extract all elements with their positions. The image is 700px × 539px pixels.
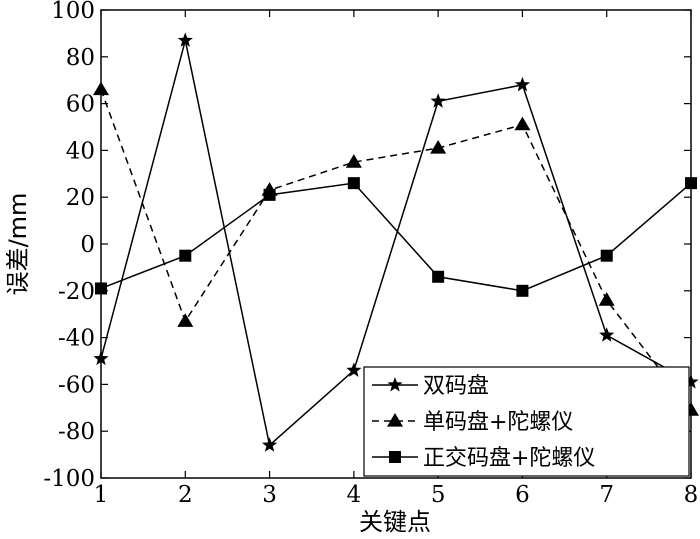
legend: 双码盘 单码盘+陀螺仪 正交码盘+陀螺仪 [363,366,690,477]
legend-label: 单码盘+陀螺仪 [423,410,573,435]
y-tick-label: 60 [66,92,95,118]
square-marker [95,282,107,295]
x-tick-label: 7 [599,482,614,508]
legend-item: 正交码盘+陀螺仪 [372,446,595,471]
x-axis-title: 关键点 [359,508,431,536]
y-tick-label: -20 [58,279,95,305]
triangle-marker [345,154,362,168]
x-tick-label: 6 [515,482,530,508]
legend-label: 双码盘 [423,374,489,399]
square-marker [347,177,360,190]
star-marker [683,374,699,389]
star-marker [93,350,109,366]
triangle-marker [598,292,615,306]
y-tick-label: 80 [66,45,95,71]
triangle-marker [177,313,194,327]
triangle-marker [387,413,403,427]
legend-item: 单码盘+陀螺仪 [372,410,573,435]
series-line [100,182,692,292]
star-marker [430,93,446,108]
square-marker [389,451,401,463]
legend-item: 双码盘 [372,374,489,399]
tick-labels: 1 2 3 4 5 6 7 8 -100 -80 -60 -40 -20 0 20 40 60 80 100 [43,0,698,508]
series-layer [93,32,699,452]
x-tick-label: 5 [431,482,446,508]
x-tick-label: 8 [684,482,699,508]
y-tick-label: 0 [80,232,95,258]
triangle-marker [430,140,447,154]
y-tick-label: 40 [66,138,95,164]
series [93,81,699,416]
y-tick-label: -40 [58,326,95,352]
y-tick-label: 20 [66,185,95,211]
series-line [100,89,692,411]
legend-triangle-marker [387,413,403,427]
legend-square-marker [389,451,401,463]
star-marker [177,32,193,47]
y-tick-label: -80 [58,419,95,445]
square-marker [432,270,445,283]
triangle-marker [261,182,278,196]
x-tick-label: 2 [178,482,193,508]
y-tick-label: 100 [51,0,95,24]
square-marker [600,249,613,262]
star-marker [599,327,615,342]
star-marker [346,362,362,377]
y-axis-title: 误差/mm [4,193,32,296]
y-tick-label: -100 [43,466,95,492]
legend-star-marker [387,377,403,392]
star-marker [514,76,531,92]
x-tick-label: 3 [262,482,277,508]
series [93,32,699,452]
x-tick-label: 1 [94,482,109,508]
x-tick-label: 4 [347,482,362,508]
square-marker [179,249,192,262]
star-marker [261,437,278,452]
square-marker [685,177,697,190]
triangle-marker [514,116,531,131]
y-tick-label: -60 [58,372,95,398]
square-marker [516,284,529,297]
series-line [100,40,692,447]
legend-label: 正交码盘+陀螺仪 [423,446,595,471]
triangle-marker [93,81,109,96]
legend-box [363,366,690,477]
star-marker [387,377,403,392]
